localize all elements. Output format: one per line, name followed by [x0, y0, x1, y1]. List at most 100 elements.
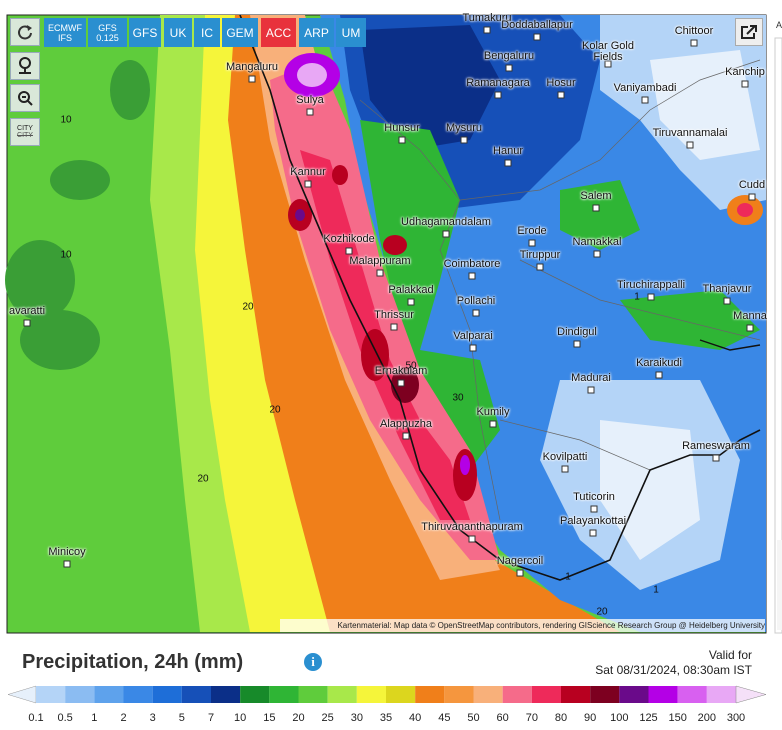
- city-marker: [442, 230, 450, 238]
- city-marker: [712, 454, 720, 462]
- city-marker: [306, 108, 314, 116]
- colorbar-swatch: [590, 686, 620, 703]
- side-panel: [777, 540, 782, 630]
- city-marker: [468, 272, 476, 280]
- colorbar-arrow: [7, 685, 37, 704]
- city-button[interactable]: CITY CITY: [10, 118, 40, 146]
- city-label: CITY: [17, 125, 33, 132]
- colorbar-label: 7: [207, 712, 215, 724]
- location-button[interactable]: [10, 52, 40, 80]
- colorbar-swatch: [211, 686, 241, 703]
- city-label: Karaikudi: [636, 357, 682, 369]
- city-label: Coimbatore: [443, 258, 501, 270]
- city-marker: [573, 340, 581, 348]
- share-button[interactable]: [735, 18, 763, 46]
- model-label: ECMWF: [48, 22, 82, 33]
- colorbar-label: 1: [91, 712, 98, 724]
- city-label: Palakkad: [388, 284, 434, 296]
- colorbar-swatch: [181, 686, 211, 703]
- city-label: Dindigul: [557, 326, 597, 338]
- city-marker: [402, 432, 410, 440]
- city-label: Valparai: [453, 330, 493, 342]
- city-marker: [741, 80, 749, 88]
- model-label: GFS: [98, 22, 117, 33]
- model-button[interactable]: GFS: [129, 18, 161, 47]
- model-button[interactable]: UK: [164, 18, 192, 47]
- contour-label: 20: [269, 404, 281, 416]
- refresh-button[interactable]: [10, 18, 40, 46]
- city-marker: [483, 26, 491, 34]
- colorbar-swatch: [94, 686, 124, 703]
- city-marker: [592, 204, 600, 212]
- city-marker: [345, 247, 353, 255]
- city-marker: [723, 297, 731, 305]
- colorbar-swatch: [240, 686, 270, 703]
- model-button[interactable]: IC: [194, 18, 220, 47]
- city-marker: [686, 141, 694, 149]
- colorbar-label: 50: [467, 712, 480, 724]
- colorbar-label: 200: [697, 712, 717, 724]
- model-label: UM: [341, 25, 361, 40]
- city-marker: [397, 379, 405, 387]
- colorbar-label: 300: [726, 712, 746, 724]
- colorbar-label: 0.5: [57, 712, 73, 724]
- colorbar-swatch: [473, 686, 503, 703]
- city-marker: [604, 60, 612, 68]
- city-marker: [407, 298, 415, 306]
- colorbar-swatch: [619, 686, 649, 703]
- contour-label: 20: [596, 606, 608, 618]
- model-button[interactable]: GEM: [222, 18, 258, 47]
- contour-label: 10: [60, 249, 72, 261]
- colorbar-label: 0.1: [28, 712, 44, 724]
- model-button[interactable]: ARP: [299, 18, 334, 47]
- city-label: Rameswaram: [682, 440, 750, 452]
- city-label: Bengaluru: [483, 50, 535, 62]
- model-button[interactable]: UM: [336, 18, 366, 47]
- colorbar-label: 90: [584, 712, 597, 724]
- city-label: Salem: [580, 190, 612, 202]
- contour-label: 1: [634, 291, 640, 303]
- model-button[interactable]: GFS 0.125: [88, 18, 127, 47]
- city-label: avaratti: [8, 305, 46, 317]
- model-button[interactable]: ACC: [261, 18, 296, 47]
- colorbar-swatch: [298, 686, 328, 703]
- model-label: IC: [201, 25, 213, 40]
- model-button[interactable]: ECMWF IFS: [44, 18, 86, 47]
- city-label: Tumakuru: [462, 12, 512, 24]
- colorbar-label: 40: [409, 712, 422, 724]
- city-marker: [748, 193, 756, 201]
- city-label: Ramanagara: [466, 77, 530, 89]
- coastline: [699, 339, 761, 351]
- zoom-button[interactable]: [10, 84, 40, 112]
- city-marker: [63, 560, 71, 568]
- city-marker: [23, 319, 31, 327]
- city-marker: [655, 371, 663, 379]
- city-label: Hunsur: [384, 122, 420, 134]
- colorbar-label: 20: [292, 712, 305, 724]
- city-marker: [304, 180, 312, 188]
- colorbar-label: 100: [610, 712, 629, 724]
- city-label: Tiruchirappalli: [616, 279, 686, 291]
- city-marker: [587, 386, 595, 394]
- model-label: ACC: [265, 25, 292, 40]
- city-label: Cudd: [738, 179, 766, 191]
- colorbar-label: 80: [554, 712, 568, 724]
- city-label: Ernakulam: [374, 365, 428, 377]
- colorbar: [7, 685, 767, 704]
- city-label: Tuticorin: [573, 491, 615, 503]
- city-label: Sulya: [296, 94, 324, 106]
- city-label: Erode: [517, 225, 547, 237]
- colorbar-label: 5: [178, 712, 185, 724]
- city-label: Thrissur: [374, 309, 414, 321]
- precip-field: [5, 15, 766, 632]
- city-marker: [641, 96, 649, 104]
- contour-label: 30: [452, 392, 464, 404]
- attribution: Kartenmaterial: Map data © OpenStreetMap…: [280, 619, 765, 632]
- contour-label: 50: [405, 360, 417, 372]
- city-label: Kolar Gold Fields: [582, 40, 634, 63]
- info-icon[interactable]: i: [304, 653, 322, 671]
- city-marker: [398, 136, 406, 144]
- boundaries: [359, 59, 761, 521]
- refresh-icon: [18, 25, 32, 40]
- colorbar-arrow: [735, 685, 767, 704]
